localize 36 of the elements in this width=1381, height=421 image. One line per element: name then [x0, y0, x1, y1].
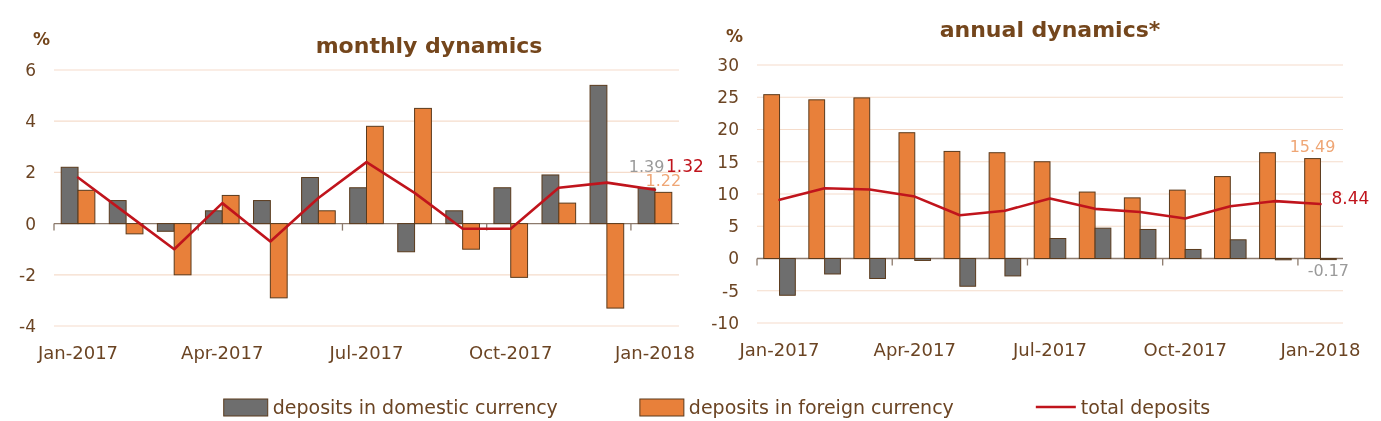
x-tick-label: Jan-2018 [1279, 339, 1361, 360]
x-tick-label: Apr-2017 [873, 339, 956, 360]
y-tick-label: 10 [717, 183, 739, 204]
y-axis-title: % [32, 29, 50, 49]
y-tick-label: 0 [25, 213, 36, 234]
line-series [778, 186, 1322, 220]
y-tick-label: 5 [728, 216, 739, 237]
y-tick-label: 0 [728, 248, 739, 269]
x-tick-label: Jan-2017 [37, 342, 119, 363]
y-tick-label: -4 [19, 315, 36, 336]
y-tick-label: 25 [717, 87, 739, 108]
y-tick-label: 6 [25, 59, 36, 80]
x-tick-label: Oct-2017 [469, 342, 553, 363]
legend-label: deposits in domestic currency [272, 395, 558, 418]
y-tick-label: -10 [711, 312, 739, 333]
legend-label: deposits in foreign currency [688, 395, 954, 418]
y-tick-label: 2 [25, 162, 36, 183]
y-tick-label: 4 [25, 111, 36, 132]
legend-label: total deposits [1080, 395, 1211, 418]
x-tick-label: Oct-2017 [1143, 339, 1227, 360]
x-tick-label: Jan-2018 [613, 342, 695, 363]
y-axis-title: % [725, 26, 743, 46]
y-tick-label: 15 [717, 151, 739, 172]
y-tick-label: -5 [722, 280, 739, 301]
x-tick-label: Jul-2017 [1011, 339, 1088, 360]
y-tick-label: 20 [717, 119, 739, 140]
data-label: 8.44 [1331, 188, 1370, 209]
chart-title: monthly dynamics [315, 33, 543, 58]
data-label: -0.17 [1307, 260, 1350, 280]
y-tick-label: 30 [717, 54, 739, 75]
data-label: 15.49 [1289, 136, 1336, 156]
chart-title: annual dynamics* [939, 17, 1161, 42]
x-tick-label: Jan-2017 [738, 339, 820, 360]
y-tick-label: -2 [19, 264, 36, 285]
x-tick-label: Apr-2017 [181, 342, 264, 363]
x-tick-label: Jul-2017 [328, 342, 404, 363]
